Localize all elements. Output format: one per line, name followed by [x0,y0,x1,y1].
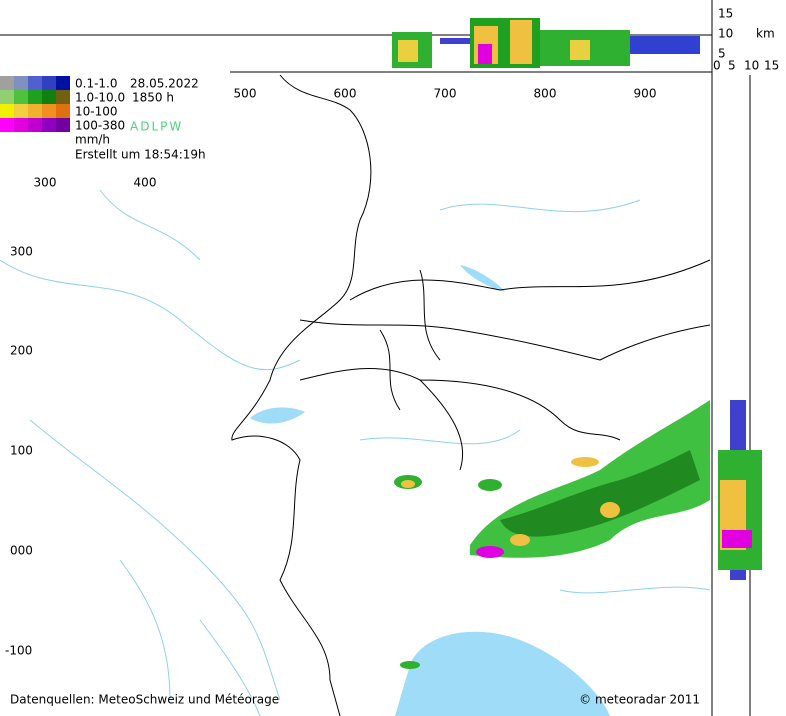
legend-swatches [0,76,70,132]
legend-sources: ADLPW [130,120,183,134]
top-echo [392,18,700,68]
x-grid-label: 900 [634,87,657,101]
y-grid-label: 000 [10,544,33,558]
legend-class: 100-380 [75,119,125,133]
top-profile [0,0,713,716]
border [231,74,711,716]
x-grid-label: 500 [234,87,257,101]
x-grid-label: 700 [434,87,457,101]
y-grid-label: 100 [10,444,33,458]
y-grid-label: -100 [5,644,32,658]
legend-date: 28.05.2022 [130,77,199,91]
right-echo [718,400,762,580]
legend-class: 1.0-10.0 [75,91,125,105]
x-grid-label: 800 [534,87,557,101]
legend-class: 0.1-1.0 [75,77,118,91]
lake [395,631,610,716]
height-unit: km [756,27,775,41]
x-grid-label: 600 [334,87,357,101]
radar-echo [394,400,710,669]
legend-unit: mm/h [75,133,110,147]
legend-altitude: 1850 h [132,91,174,105]
right-profile [718,75,762,716]
height-label: 10 [718,27,733,41]
height-label: 15 [718,7,733,21]
footer-copyright: © meteoradar 2011 [579,693,700,707]
width-label: 5 [728,59,736,73]
height-label: 5 [718,47,726,61]
legend-created: Erstellt um 18:54:19h [75,148,206,162]
footer-sources: Datenquellen: MeteoSchweiz und Météorage [10,693,279,707]
grid-labels: 500 600 700 800 900 300 400 300 200 100 … [5,87,656,658]
legend: 0.1-1.0 1.0-10.0 10-100 100-380 28.05.20… [0,75,230,165]
lake [250,407,305,424]
lake [460,265,505,292]
x-grid-label: 400 [134,176,157,190]
legend-class: 10-100 [75,105,118,119]
profile-labels: 15 10 km 5 0 5 10 15 [713,7,779,73]
width-label: 10 [744,59,759,73]
map [0,74,711,716]
river [0,189,711,716]
width-label: 0 [713,59,721,73]
x-grid-label: 300 [34,176,57,190]
width-label: 15 [764,59,779,73]
y-grid-label: 300 [10,245,33,259]
y-grid-label: 200 [10,344,33,358]
